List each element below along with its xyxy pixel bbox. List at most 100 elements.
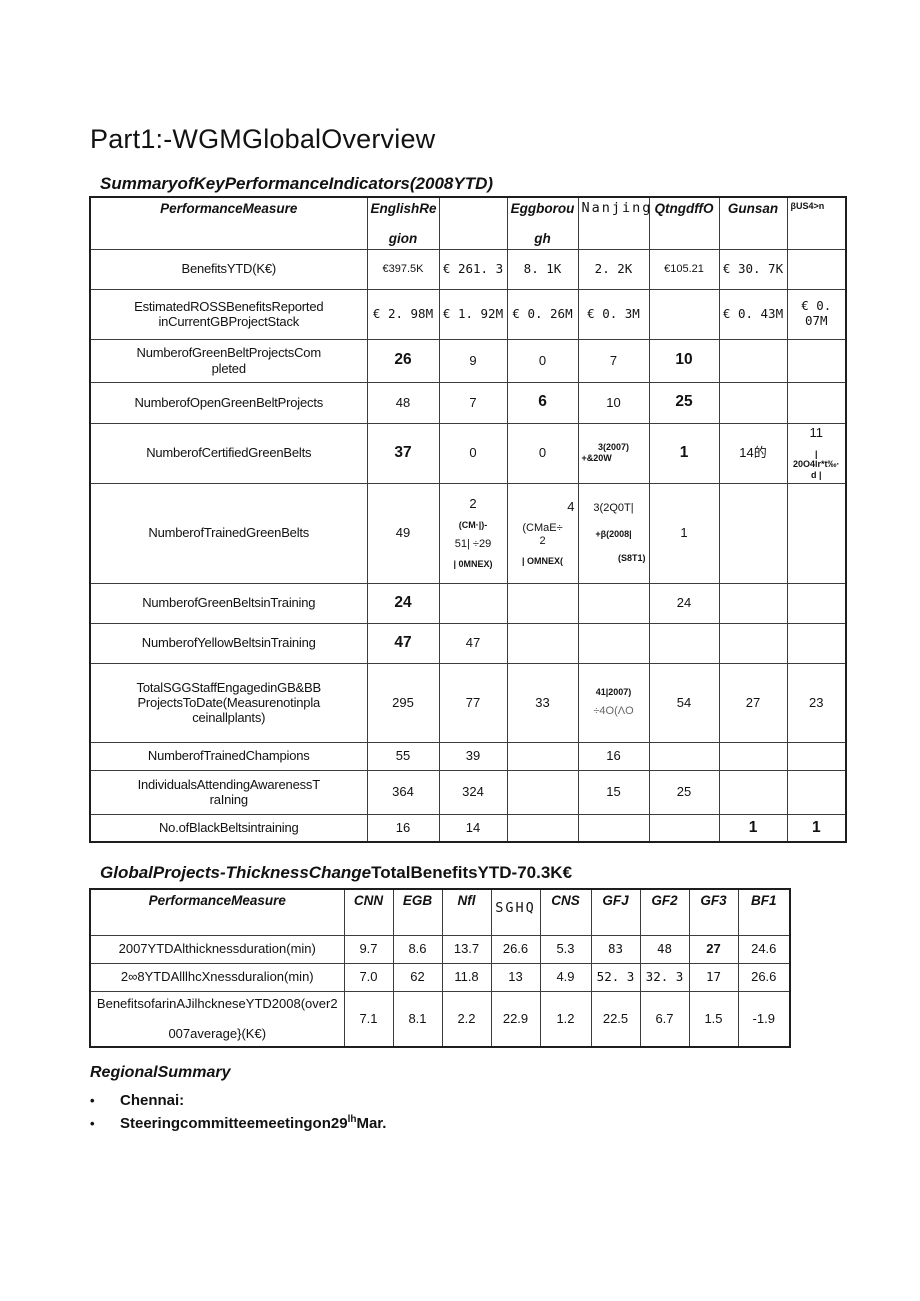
cell-line: 007average}(K€) [168,1025,267,1041]
cell-line: 39 [465,748,481,764]
cell-line: | 20O4lr*t‰· [792,448,840,470]
column-header: Nfl [441,888,492,936]
cell-line: NumberofTrainedChampions [147,748,310,764]
table-cell: 37 [366,422,440,484]
cell-line: 48 [395,394,411,410]
cell-line: NumberofGreenBeltsinTraining [142,595,316,611]
cell-line: SGHQ [495,900,536,916]
cell-line: € 261. 3 [442,260,504,276]
kpi-table: PerformanceMeasure EnglishRe gion Eggborou g… [89,196,847,843]
column-header: GFJ [590,888,641,936]
cell-line: QtngdffO [654,201,714,216]
table-cell: 2.2 [441,990,492,1048]
cell-line: d | [810,469,822,480]
table-row: NumberofGreenBeltProjectsCom pleted 26 9 0 7 1… [89,338,847,383]
table-cell: 9 [438,338,508,383]
column-header: SGHQ [490,888,541,936]
cell-line: NumberofGreenBeltProjectsCom [136,345,322,361]
table-cell: 25 [648,769,720,815]
cell-line: 10 [606,394,621,410]
cell-line: 26.6 [751,969,777,985]
table-cell [718,482,788,584]
column-header: PerformanceMeasure [89,888,345,936]
table-cell [577,622,650,664]
bullet-glyph: • [90,1116,95,1131]
table-cell: €105.21 [648,248,720,290]
cell-line: BenefitsofarinAJilhckneseYTD2008(over2 [96,996,338,1012]
table-cell: NumberofOpenGreenBeltProjects [89,381,368,424]
table-cell: 0 [438,422,508,484]
cell-line: (CM·|)- [458,519,488,530]
cell-line: EnglishRe [370,201,437,216]
cell-line: 48 [656,940,673,956]
table-cell: 13 [490,962,541,992]
table-cell: NumberofCertifiedGreenBelts [89,422,368,484]
table-cell [718,338,788,383]
table-cell: NumberofTrainedChampions [89,741,368,771]
cell-line: 8.1 [408,1011,427,1027]
table-cell: € 0. 3M [577,288,650,340]
cell-line: 25 [676,784,692,800]
table-cell [648,288,720,340]
table-cell: 3(2007) +&20W [577,422,650,484]
table-row: BenefitsYTD(K€) €397.5K € 261. 3 8. 1K 2. 2K… [89,248,847,290]
table-cell: 1 [648,422,720,484]
table-cell: 26.6 [737,962,791,992]
table-cell: 1 [786,813,847,843]
table-cell [577,813,650,843]
cell-line: 83 [607,940,624,956]
cell-line: 364 [392,784,414,800]
cell-line: 1 [679,443,689,461]
table-cell: 52. 3 [590,962,641,992]
cell-line: 295 [392,694,414,710]
table-cell: 26 [366,338,440,383]
table-cell: 48 [366,381,440,424]
cell-line: € 1. 92M [442,305,504,321]
cell-line: 2 [539,535,546,548]
cell-line: 2.2 [457,1011,476,1027]
cell-line: 4 [567,499,575,515]
cell-line: CNN [353,893,384,908]
cell-line: gh [534,230,551,246]
cell-line: 51| ÷29 [454,538,492,551]
cell-line: 55 [395,748,411,764]
table-cell: 0 [506,338,579,383]
cell-line: 3(2Q0T| [593,501,634,514]
cell-line: GF3 [700,893,727,908]
table-cell [786,482,847,584]
cell-line: € 0. 26M [512,305,573,321]
cell-line: 1.5 [704,1011,723,1027]
cell-line: ProjectsToDate(Measurenotinpla [137,694,321,710]
cell-line: | 0MNEX) [453,559,493,570]
table-cell: 13.7 [441,934,492,964]
cell-line: 62 [410,969,425,985]
table-cell: 4.9 [539,962,592,992]
cell-line: 14 [465,820,481,836]
column-header: βUS4>n [786,196,847,250]
cell-line: 10 [675,351,693,369]
table-cell: 33 [506,662,579,743]
table-cell [786,338,847,383]
table-cell: BenefitsofarinAJilhckneseYTD2008(over2 00… [89,990,345,1048]
cell-line: 22.9 [502,1011,529,1027]
bullet-item: • Chennai: [90,1092,386,1109]
table-cell: 24 [366,582,440,624]
table-cell: 2. 2K [577,248,650,290]
table-cell: 24 [648,582,720,624]
cell-line: 14的 [739,445,767,461]
cell-line: 33 [535,694,550,710]
table-cell: 14 [438,813,508,843]
table-cell [506,741,579,771]
table-cell: 11 | 20O4lr*t‰· d | [786,422,847,484]
cell-line: BF1 [750,893,777,908]
cell-line: 2. 2K [594,260,633,276]
table-cell: 324 [438,769,508,815]
cell-line: 7.0 [359,969,378,985]
table-cell: 16 [577,741,650,771]
cell-line: gion [388,230,418,246]
table-cell: 16 [366,813,440,843]
table-cell: 295 [366,662,440,743]
table-row: 2∞8YTDAlllhcXnessduralion(min) 7.0 62 11.8 1… [89,962,791,992]
cell-line: 37 [394,443,412,461]
cell-line: 7 [469,394,477,410]
